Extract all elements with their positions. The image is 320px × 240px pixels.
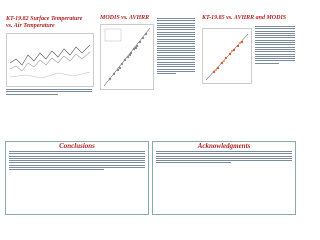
section-title: Conclusions (59, 142, 95, 150)
panel-title: MODIS vs. AVHRR (100, 15, 150, 21)
figure (100, 24, 154, 90)
figure (6, 33, 94, 87)
panel-title: KT-19.82 Surface Temperature vs. Air Tem… (6, 16, 83, 29)
caption (6, 89, 92, 96)
panel-title: KT-19.85 vs. AVHRR and MODIS (202, 15, 287, 21)
acknowledgments-box: Acknowledgments (152, 141, 296, 215)
figure (202, 28, 252, 84)
text-column (157, 18, 195, 75)
text-column (255, 26, 295, 65)
conclusions-box: Conclusions (5, 141, 149, 215)
poster: KT-19.82 Surface Temperature vs. Air Tem… (5, 15, 296, 215)
section-title: Acknowledgments (197, 142, 251, 150)
